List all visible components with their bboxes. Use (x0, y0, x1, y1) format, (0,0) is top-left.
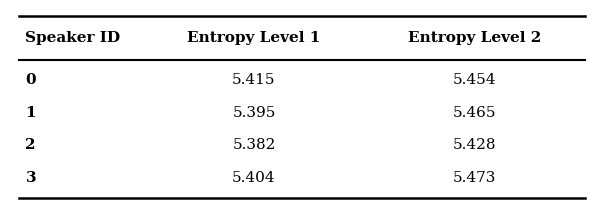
Text: 5.395: 5.395 (233, 106, 275, 120)
Text: Entropy Level 2: Entropy Level 2 (408, 31, 541, 45)
Text: 0: 0 (25, 73, 36, 87)
Text: 5.465: 5.465 (452, 106, 496, 120)
Text: Entropy Level 1: Entropy Level 1 (187, 31, 321, 45)
Text: 5.404: 5.404 (232, 171, 276, 185)
Text: 5.454: 5.454 (452, 73, 496, 87)
Text: 2: 2 (25, 138, 36, 152)
Text: 5.382: 5.382 (233, 138, 275, 152)
Text: 1: 1 (25, 106, 36, 120)
Text: 5.473: 5.473 (452, 171, 496, 185)
Text: 3: 3 (25, 171, 36, 185)
Text: 5.415: 5.415 (232, 73, 275, 87)
Text: Speaker ID: Speaker ID (25, 31, 121, 45)
Text: 5.428: 5.428 (452, 138, 496, 152)
